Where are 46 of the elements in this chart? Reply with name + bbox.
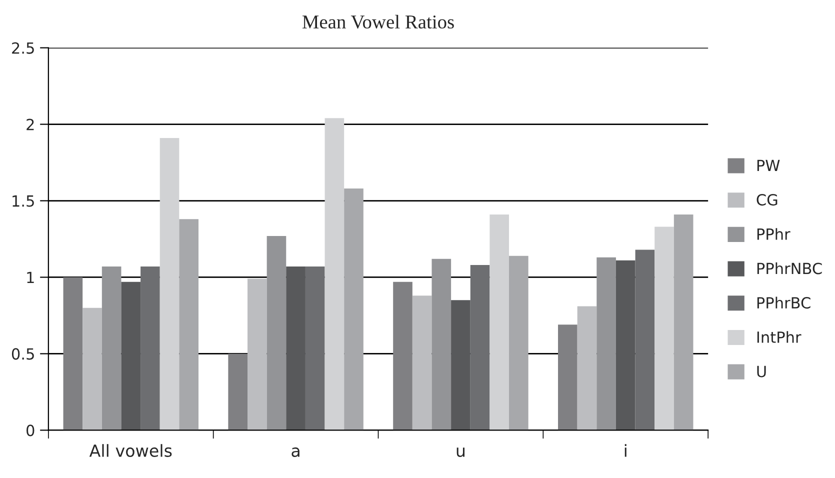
y-tick-label: 2 xyxy=(26,118,34,130)
bar xyxy=(596,257,616,430)
legend-label: PPhrBC xyxy=(757,296,810,309)
legend-label: PPhrNBC xyxy=(757,262,822,274)
bar xyxy=(102,266,122,430)
bar xyxy=(63,277,83,430)
y-tick-label: 0.5 xyxy=(12,348,34,360)
bar xyxy=(393,282,412,430)
bar xyxy=(577,306,597,430)
bar xyxy=(558,324,578,430)
legend-label: PW xyxy=(757,160,780,172)
bar xyxy=(248,278,267,430)
bar xyxy=(616,260,636,430)
legend-label: U xyxy=(757,366,766,378)
bar xyxy=(635,250,655,430)
bar xyxy=(140,266,160,430)
y-tick-label: 1.5 xyxy=(12,195,34,207)
bar xyxy=(228,354,248,430)
bar xyxy=(432,258,452,430)
y-tick-label: 0 xyxy=(26,424,34,436)
bar xyxy=(121,282,141,430)
x-tick-label: u xyxy=(456,447,464,457)
x-tick-label: a xyxy=(292,447,300,457)
bar xyxy=(509,256,528,430)
y-tick-label: 1 xyxy=(27,272,34,284)
bar xyxy=(654,226,674,430)
bar xyxy=(324,118,344,430)
bar xyxy=(412,296,432,430)
bar xyxy=(490,214,510,430)
x-tick-label: i xyxy=(624,444,626,457)
bar xyxy=(179,219,198,430)
y-tick-label: 2.5 xyxy=(12,42,34,54)
chart-title: Mean Vowel Ratios xyxy=(302,14,454,29)
bar xyxy=(344,188,364,430)
bar xyxy=(286,266,306,430)
legend-label: PPhr xyxy=(757,228,790,240)
bar xyxy=(305,266,325,430)
bar xyxy=(451,300,470,430)
bar xyxy=(266,236,286,430)
x-tick-label: All vowels xyxy=(89,444,172,457)
bar xyxy=(470,265,490,430)
bar xyxy=(160,138,180,430)
legend-label: CG xyxy=(756,194,778,206)
bar xyxy=(82,308,102,430)
bar xyxy=(674,214,694,430)
legend-label: IntPhr xyxy=(757,331,802,343)
